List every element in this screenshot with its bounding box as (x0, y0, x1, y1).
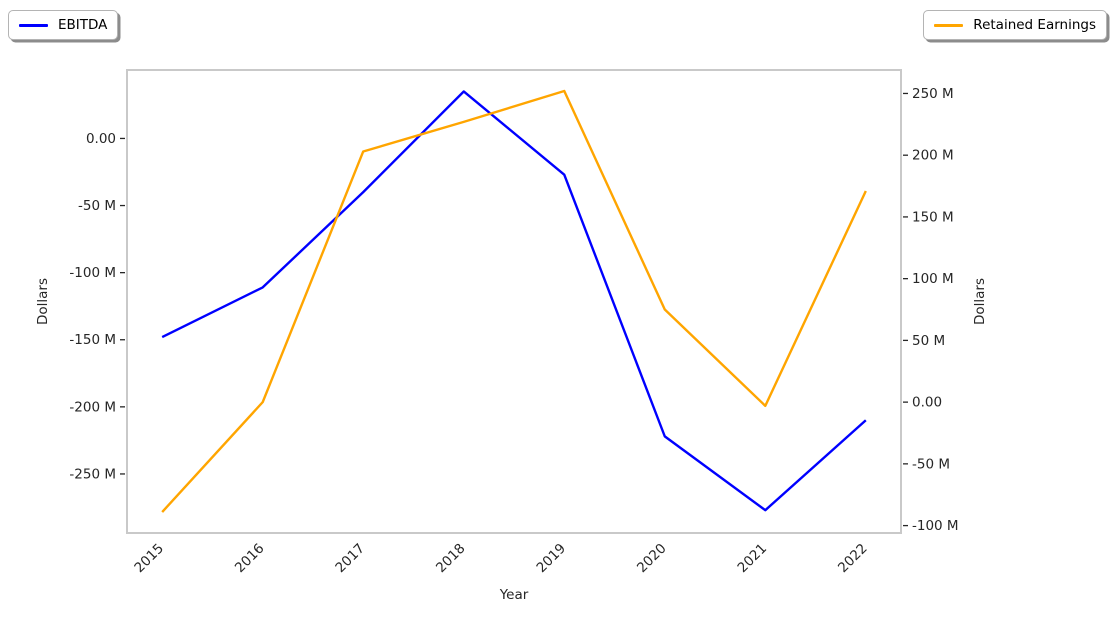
y-tick-label-left: -50 M (78, 198, 116, 214)
x-tick-label: 2015 (131, 541, 167, 577)
x-tick-label: 2022 (835, 541, 871, 577)
legend-ebitda-label: EBITDA (58, 17, 108, 33)
x-tick-label: 2019 (533, 541, 569, 577)
x-tick-label: 2021 (735, 541, 771, 577)
legend-retained-earnings-label: Retained Earnings (973, 17, 1096, 33)
plot-frame (126, 69, 902, 534)
y-tick-label-left: -200 M (69, 399, 116, 415)
x-tick-label: 2018 (433, 541, 469, 577)
y-tick-label-right: -50 M (912, 456, 950, 472)
legend-ebitda[interactable]: EBITDA (8, 10, 119, 40)
retained-earnings-line (161, 89, 867, 513)
x-axis-label: Year (499, 587, 529, 603)
legend-retained-earnings[interactable]: Retained Earnings (923, 10, 1107, 40)
x-tick-label: 2020 (634, 541, 670, 577)
y-axis-label-right: Dollars (972, 278, 988, 325)
ebitda-line (161, 90, 867, 512)
x-tick-label: 2016 (232, 541, 268, 577)
y-axis-label-left: Dollars (35, 278, 51, 325)
y-tick-label-right: 50 M (912, 333, 945, 349)
y-tick-label-right: -100 M (912, 518, 959, 534)
y-tick-label-left: 0.00 (86, 131, 116, 147)
y-tick-label-right: 250 M (912, 86, 954, 102)
y-tick-label-left: -100 M (69, 265, 116, 281)
y-tick-label-right: 100 M (912, 271, 954, 287)
y-tick-label-right: 0.00 (912, 395, 942, 411)
x-tick-label: 2017 (332, 541, 368, 577)
ebitda-line-swatch (19, 23, 48, 27)
y-tick-label-left: -150 M (69, 332, 116, 348)
y-tick-label-right: 150 M (912, 209, 954, 225)
y-tick-label-left: -250 M (69, 466, 116, 482)
retained-earnings-line-swatch (934, 23, 964, 27)
y-tick-label-right: 200 M (912, 148, 954, 164)
